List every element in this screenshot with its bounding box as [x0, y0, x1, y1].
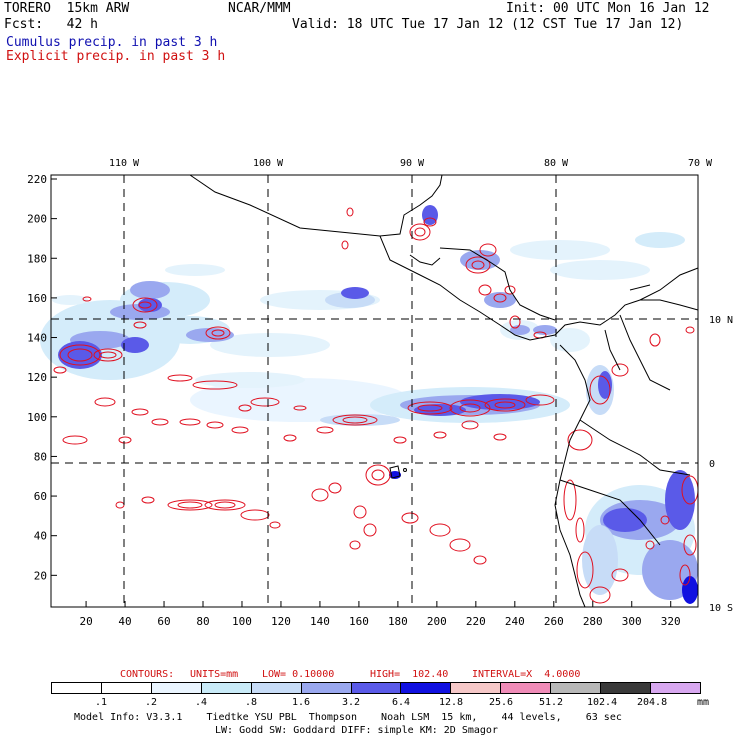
coastlines [189, 174, 699, 608]
contours-low: LOW= 0.10000 [262, 669, 335, 680]
x-tick-label: 140 [310, 615, 330, 628]
x-tick-label: 300 [622, 615, 642, 628]
legend-label: .1 [94, 697, 108, 708]
lat-label-10n: 10 N [709, 315, 733, 326]
legend-unit: mm [697, 697, 710, 708]
legend-swatch [100, 683, 151, 693]
legend-label: 6.4 [391, 697, 411, 708]
x-tick-label: 80 [196, 615, 209, 628]
y-tick-label: 200 [27, 213, 47, 226]
lon-label-110w: 110 W [109, 158, 140, 169]
x-tick-label: 100 [232, 615, 252, 628]
legend-swatch [500, 683, 551, 693]
model-info-line2: LW: Godd SW: Goddard DIFF: simple KM: 2D… [215, 725, 498, 736]
contours-units: UNITS=mm [190, 669, 239, 680]
model-info-line1: Model Info: V3.3.1 Tiedtke YSU PBL Thomp… [74, 712, 622, 723]
init-time: Init: 00 UTC Mon 16 Jan 12 [506, 1, 710, 16]
legend-swatch [52, 683, 101, 693]
legend-label: 1.6 [291, 697, 311, 708]
org-label: NCAR/MMM [228, 1, 291, 16]
legend-label: .2 [144, 697, 158, 708]
lon-label-90w: 90 W [400, 158, 425, 169]
map-frame [50, 174, 699, 608]
legend-swatch [200, 683, 251, 693]
lon-label-100w: 100 W [253, 158, 284, 169]
x-tick-label: 260 [544, 615, 564, 628]
lat-label-10s: 10 S [709, 603, 733, 614]
legend-label: 3.2 [341, 697, 361, 708]
legend-swatch [300, 683, 351, 693]
x-tick-label: 180 [388, 615, 408, 628]
field-cumulus-title: Cumulus precip. in past 3 h [6, 35, 218, 50]
legend-label: .4 [194, 697, 208, 708]
y-tick-label: 80 [34, 450, 47, 463]
y-tick-label: 60 [34, 490, 47, 503]
y-tick-label: 120 [27, 371, 47, 384]
field-explicit-title: Explicit precip. in past 3 h [6, 49, 226, 64]
y-tick-label: 220 [27, 173, 47, 186]
valid-time: Valid: 18 UTC Tue 17 Jan 12 (12 CST Tue … [292, 17, 684, 32]
legend-label: 12.8 [438, 697, 464, 708]
contours-label: CONTOURS: [120, 669, 175, 680]
y-tick-label: 40 [34, 530, 47, 543]
x-tick-label: 280 [583, 615, 603, 628]
axis-ticks: 220 200 180 160 140 120 100 80 60 40 20 20 40 60 80 100… [27, 173, 681, 628]
x-tick-label: 320 [661, 615, 681, 628]
legend-label: 102.4 [587, 697, 618, 708]
y-tick-label: 100 [27, 411, 47, 424]
forecast-hour: Fcst: 42 h [4, 17, 98, 32]
x-tick-label: 20 [79, 615, 92, 628]
y-tick-label: 140 [27, 332, 47, 345]
explicit-precip-contours [53, 207, 699, 604]
legend-colorbar [51, 682, 701, 694]
legend-swatch [150, 683, 201, 693]
lon-label-70w: 70 W [688, 158, 713, 169]
legend-swatch [450, 683, 501, 693]
legend-label: 25.6 [488, 697, 514, 708]
legend-swatch [600, 683, 651, 693]
legend-label: 204.8 [637, 697, 668, 708]
x-tick-label: 240 [505, 615, 525, 628]
contours-high: HIGH= 102.40 [370, 669, 449, 680]
graticule [51, 175, 698, 607]
lat-label-0: 0 [709, 459, 715, 470]
legend-swatch [350, 683, 401, 693]
legend-swatch [250, 683, 301, 693]
y-tick-label: 20 [34, 569, 47, 582]
legend-swatch [400, 683, 451, 693]
x-tick-label: 40 [118, 615, 131, 628]
x-tick-label: 220 [466, 615, 486, 628]
x-tick-label: 160 [349, 615, 369, 628]
legend-label: .8 [244, 697, 258, 708]
y-tick-label: 160 [27, 292, 47, 305]
x-tick-label: 60 [157, 615, 170, 628]
legend-labels: .1 .2 .4 .8 1.6 3.2 6.4 12.8 25.6 51.2 102.4 204.8 [0, 697, 740, 709]
x-tick-label: 120 [271, 615, 291, 628]
legend-label: 51.2 [538, 697, 564, 708]
x-tick-label: 200 [427, 615, 447, 628]
y-tick-label: 180 [27, 252, 47, 265]
lon-label-80w: 80 W [544, 158, 569, 169]
legend-swatch [650, 683, 700, 693]
contours-interval: INTERVAL=X 4.0000 [472, 669, 581, 680]
legend-swatch [550, 683, 601, 693]
model-title: TORERO 15km ARW [4, 1, 130, 16]
